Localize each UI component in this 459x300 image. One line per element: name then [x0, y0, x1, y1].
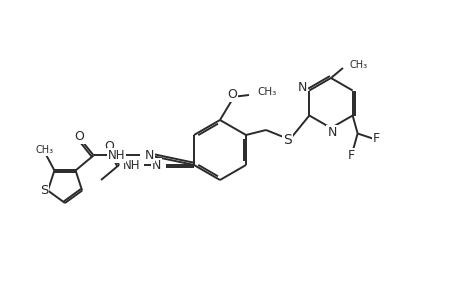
Text: S: S: [282, 133, 291, 146]
Text: O: O: [74, 130, 84, 143]
Text: F: F: [347, 149, 354, 162]
Text: N: N: [297, 81, 307, 94]
Text: N: N: [151, 158, 161, 172]
Text: O: O: [227, 88, 236, 101]
Text: NH: NH: [107, 149, 125, 162]
Text: F: F: [372, 132, 380, 145]
Text: S: S: [39, 184, 48, 197]
Text: NH: NH: [122, 158, 140, 172]
Text: N: N: [144, 149, 154, 162]
Text: N: N: [327, 125, 336, 139]
Text: CH₃: CH₃: [257, 87, 276, 97]
Text: O: O: [104, 140, 114, 152]
Text: CH₃: CH₃: [349, 60, 367, 70]
Text: CH₃: CH₃: [35, 146, 53, 155]
